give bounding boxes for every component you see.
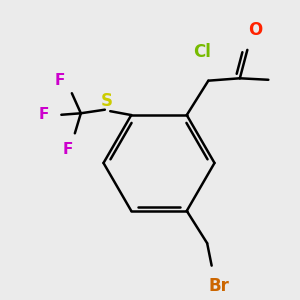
- Text: F: F: [38, 107, 49, 122]
- Text: Br: Br: [209, 277, 230, 295]
- Text: F: F: [55, 73, 65, 88]
- Text: O: O: [248, 20, 262, 38]
- Text: S: S: [100, 92, 112, 110]
- Text: Cl: Cl: [194, 43, 211, 61]
- Text: F: F: [62, 142, 73, 157]
